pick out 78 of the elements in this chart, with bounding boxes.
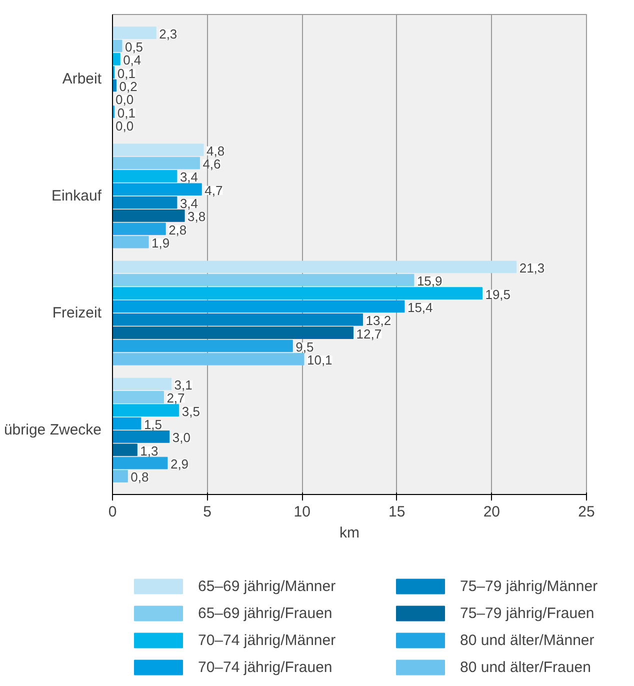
bar [112, 340, 293, 352]
data-label: 3,5 [182, 404, 200, 419]
bar [112, 210, 185, 222]
legend-label: 75–79 jährig/Frauen [460, 604, 594, 622]
data-label: 13,2 [366, 313, 392, 328]
x-tick-label: 20 [483, 504, 500, 520]
x-tick-label: 15 [388, 504, 406, 520]
data-label: 1,5 [144, 417, 162, 432]
legend-label: 70–74 jährig/Männer [198, 632, 336, 648]
bar [112, 300, 405, 313]
bar [112, 378, 172, 390]
bar [112, 326, 354, 339]
bar [112, 430, 170, 443]
data-label: 3,0 [172, 430, 190, 446]
bar [112, 26, 156, 39]
y-tick-label: übrige Zwecke [4, 422, 102, 439]
data-label: 2,7 [166, 390, 185, 406]
data-label: 3,4 [180, 170, 198, 185]
bar [112, 236, 149, 248]
data-label: 2,3 [159, 26, 178, 42]
bar [112, 52, 120, 66]
x-tick-label: 25 [578, 504, 595, 520]
legend-label: 70–74 jährig/Frauen [198, 658, 332, 676]
data-label: 19,5 [485, 286, 511, 302]
bar [112, 196, 178, 209]
data-label: 4,8 [206, 143, 225, 158]
data-label: 4,7 [204, 182, 223, 198]
data-label: 3,8 [188, 209, 206, 224]
bar [112, 287, 482, 300]
data-label: 0,5 [124, 39, 144, 54]
bar [112, 222, 166, 236]
data-label: 2,9 [170, 456, 189, 472]
legend-label: 65–69 jährig/Frauen [198, 604, 332, 622]
legend-label: 80 und älter/Frauen [460, 658, 591, 676]
x-tick-label: 5 [203, 504, 212, 520]
bar [112, 352, 304, 366]
bar [112, 183, 202, 196]
data-label: 15,9 [416, 274, 442, 289]
data-label: 2,8 [168, 222, 187, 238]
data-label: 0,1 [117, 66, 136, 81]
data-label: 9,5 [296, 339, 314, 354]
data-label: 3,4 [180, 196, 198, 212]
bar [112, 40, 122, 52]
bar [112, 391, 164, 404]
bar [112, 404, 180, 417]
legend-label: 80 und älter/Männer [460, 632, 594, 648]
bar [112, 156, 200, 170]
x-axis-title: km [340, 524, 360, 542]
y-tick-label: Einkauf [51, 187, 102, 204]
data-label: 0,0 [116, 92, 134, 108]
data-label: 0,1 [117, 105, 136, 120]
data-label: 0,2 [119, 78, 138, 94]
legend-label: 65–69 jährig/Männer [198, 578, 336, 594]
bar [112, 144, 204, 156]
bar [112, 444, 138, 456]
bar [112, 260, 517, 274]
data-label: 1,3 [140, 443, 158, 458]
bar [112, 170, 178, 182]
data-label: 12,7 [356, 326, 382, 342]
data-label: 0,0 [116, 118, 134, 134]
data-label: 0,8 [130, 470, 149, 485]
bar [112, 456, 168, 470]
y-tick-label: Freizeit [52, 304, 102, 322]
bar [112, 470, 128, 482]
bar [112, 417, 142, 430]
data-label: 1,9 [152, 236, 170, 251]
data-label: 3,1 [174, 378, 192, 393]
x-tick-label: 10 [294, 504, 310, 520]
x-tick-label: 0 [108, 504, 117, 520]
data-label: 0,4 [123, 52, 142, 68]
data-label: 15,4 [407, 300, 433, 315]
legend-label: 75–79 jährig/Männer [460, 578, 598, 594]
y-tick-label: Arbeit [62, 70, 102, 88]
bar [112, 274, 414, 286]
bar [112, 313, 364, 326]
data-label: 4,6 [202, 156, 221, 172]
data-label: 21,3 [519, 260, 545, 276]
data-label: 10,1 [306, 352, 332, 368]
